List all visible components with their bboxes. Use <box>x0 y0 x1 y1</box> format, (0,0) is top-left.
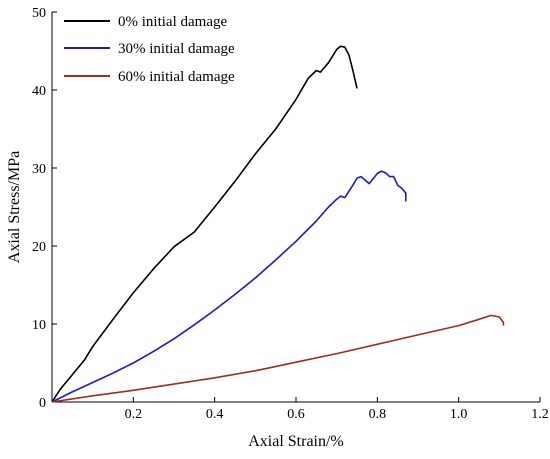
y-tick-label: 10 <box>32 318 46 333</box>
y-tick-label: 20 <box>32 240 46 255</box>
x-tick-label: 0.6 <box>287 407 305 422</box>
x-tick-label: 0.8 <box>369 407 387 422</box>
y-tick-label: 0 <box>39 396 46 411</box>
y-ticks: 0 10 20 30 40 50 <box>32 6 57 411</box>
legend-label-1: 30% initial damage <box>118 41 235 57</box>
y-tick-label: 30 <box>32 162 46 177</box>
plot-area: 0.2 0.4 0.6 0.8 1.0 1.2 0 10 20 30 40 50 <box>32 6 549 422</box>
x-tick-label: 1.2 <box>531 407 549 422</box>
series-line-0 <box>51 45 358 403</box>
legend: 0% initial damage 30% initial damage 60%… <box>64 14 235 85</box>
y-tick-label: 40 <box>32 84 46 99</box>
legend-label-2: 60% initial damage <box>118 69 235 85</box>
y-axis-title: Axial Stress/MPa <box>6 151 23 263</box>
x-tick-label: 1.0 <box>450 407 468 422</box>
legend-label-0: 0% initial damage <box>118 14 227 30</box>
series-lines <box>51 45 505 403</box>
x-tick-label: 0.4 <box>206 407 224 422</box>
x-tick-label: 0.2 <box>125 407 143 422</box>
y-tick-label: 50 <box>32 6 46 21</box>
series-line-2 <box>51 314 505 403</box>
series-line-1 <box>51 170 407 403</box>
x-ticks: 0.2 0.4 0.6 0.8 1.0 1.2 <box>125 397 549 422</box>
x-axis-title: Axial Strain/% <box>248 433 344 450</box>
